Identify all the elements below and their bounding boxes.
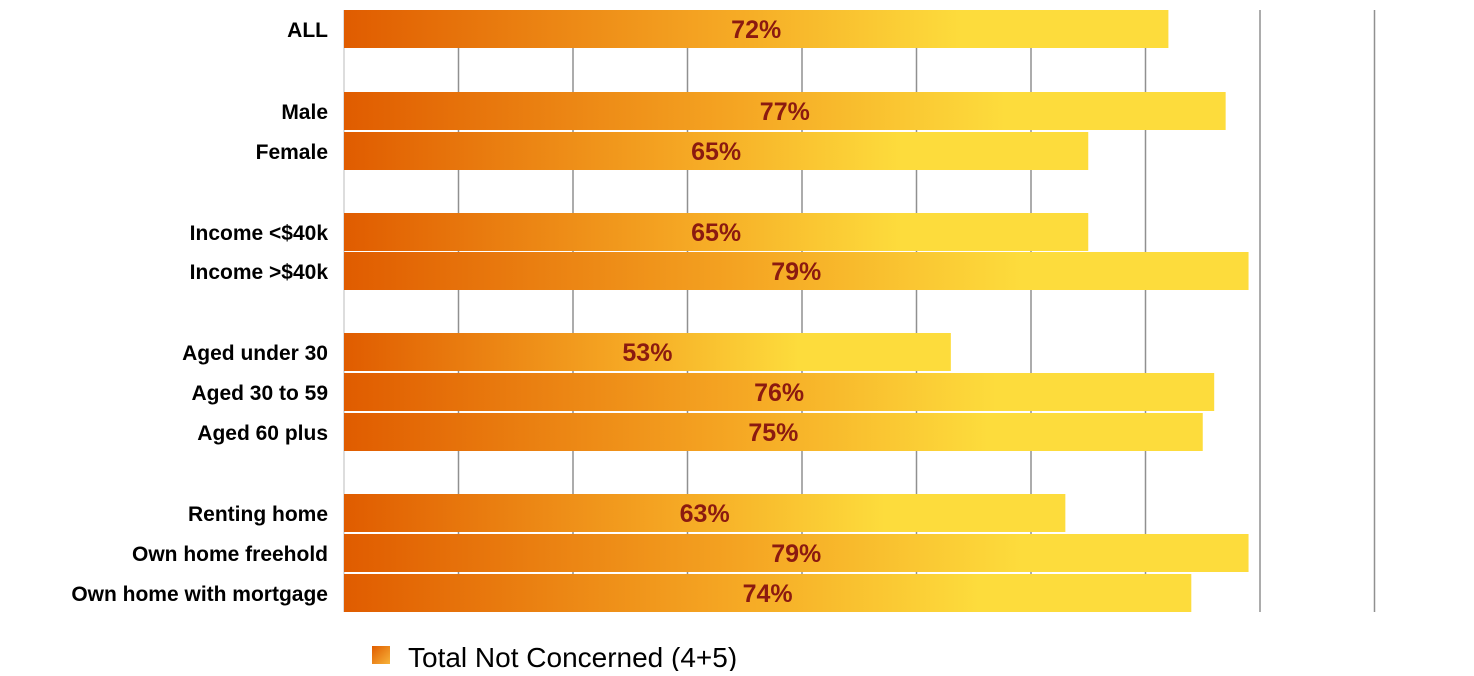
bar-8 xyxy=(344,494,1066,532)
bar-0 xyxy=(344,10,1169,48)
category-label-3: Income <$40k xyxy=(190,222,329,245)
category-labels: ALL Male Female Income <$40k Income >$40k Age… xyxy=(71,19,328,606)
value-label-3: 65% xyxy=(691,219,741,247)
bar-1 xyxy=(344,92,1226,130)
value-label-2: 65% xyxy=(691,138,741,166)
value-label-0: 72% xyxy=(731,16,781,44)
value-label-1: 77% xyxy=(760,98,810,126)
category-label-5: Aged under 30 xyxy=(182,342,328,365)
legend: Total Not Concerned (4+5) xyxy=(372,642,737,673)
bar-3 xyxy=(344,213,1089,251)
bars xyxy=(344,10,1249,612)
value-label-5: 53% xyxy=(622,339,672,367)
category-label-8: Renting home xyxy=(188,503,328,526)
value-label-6: 76% xyxy=(754,379,804,407)
value-labels: 72% 77% 65% 65% 79% 53% 76% 75% 63% 79% 74% xyxy=(622,16,821,608)
value-label-4: 79% xyxy=(771,258,821,286)
value-label-7: 75% xyxy=(748,419,798,447)
bar-10 xyxy=(344,574,1192,612)
category-label-10: Own home with mortgage xyxy=(71,583,328,606)
legend-marker xyxy=(372,646,390,664)
category-label-7: Aged 60 plus xyxy=(197,422,328,445)
bar-7 xyxy=(344,413,1203,451)
category-label-0: ALL xyxy=(287,19,328,42)
value-label-8: 63% xyxy=(680,500,730,528)
value-label-9: 79% xyxy=(771,540,821,568)
bar-5 xyxy=(344,333,951,371)
bar-2 xyxy=(344,132,1089,170)
category-label-2: Female xyxy=(256,141,328,164)
bar-6 xyxy=(344,373,1215,411)
value-label-10: 74% xyxy=(743,580,793,608)
bar-9 xyxy=(344,534,1249,572)
bar-4 xyxy=(344,252,1249,290)
legend-label: Total Not Concerned (4+5) xyxy=(408,642,737,671)
category-label-1: Male xyxy=(281,101,328,124)
category-label-9: Own home freehold xyxy=(132,543,328,566)
category-label-6: Aged 30 to 59 xyxy=(191,382,328,405)
category-label-4: Income >$40k xyxy=(190,261,329,284)
